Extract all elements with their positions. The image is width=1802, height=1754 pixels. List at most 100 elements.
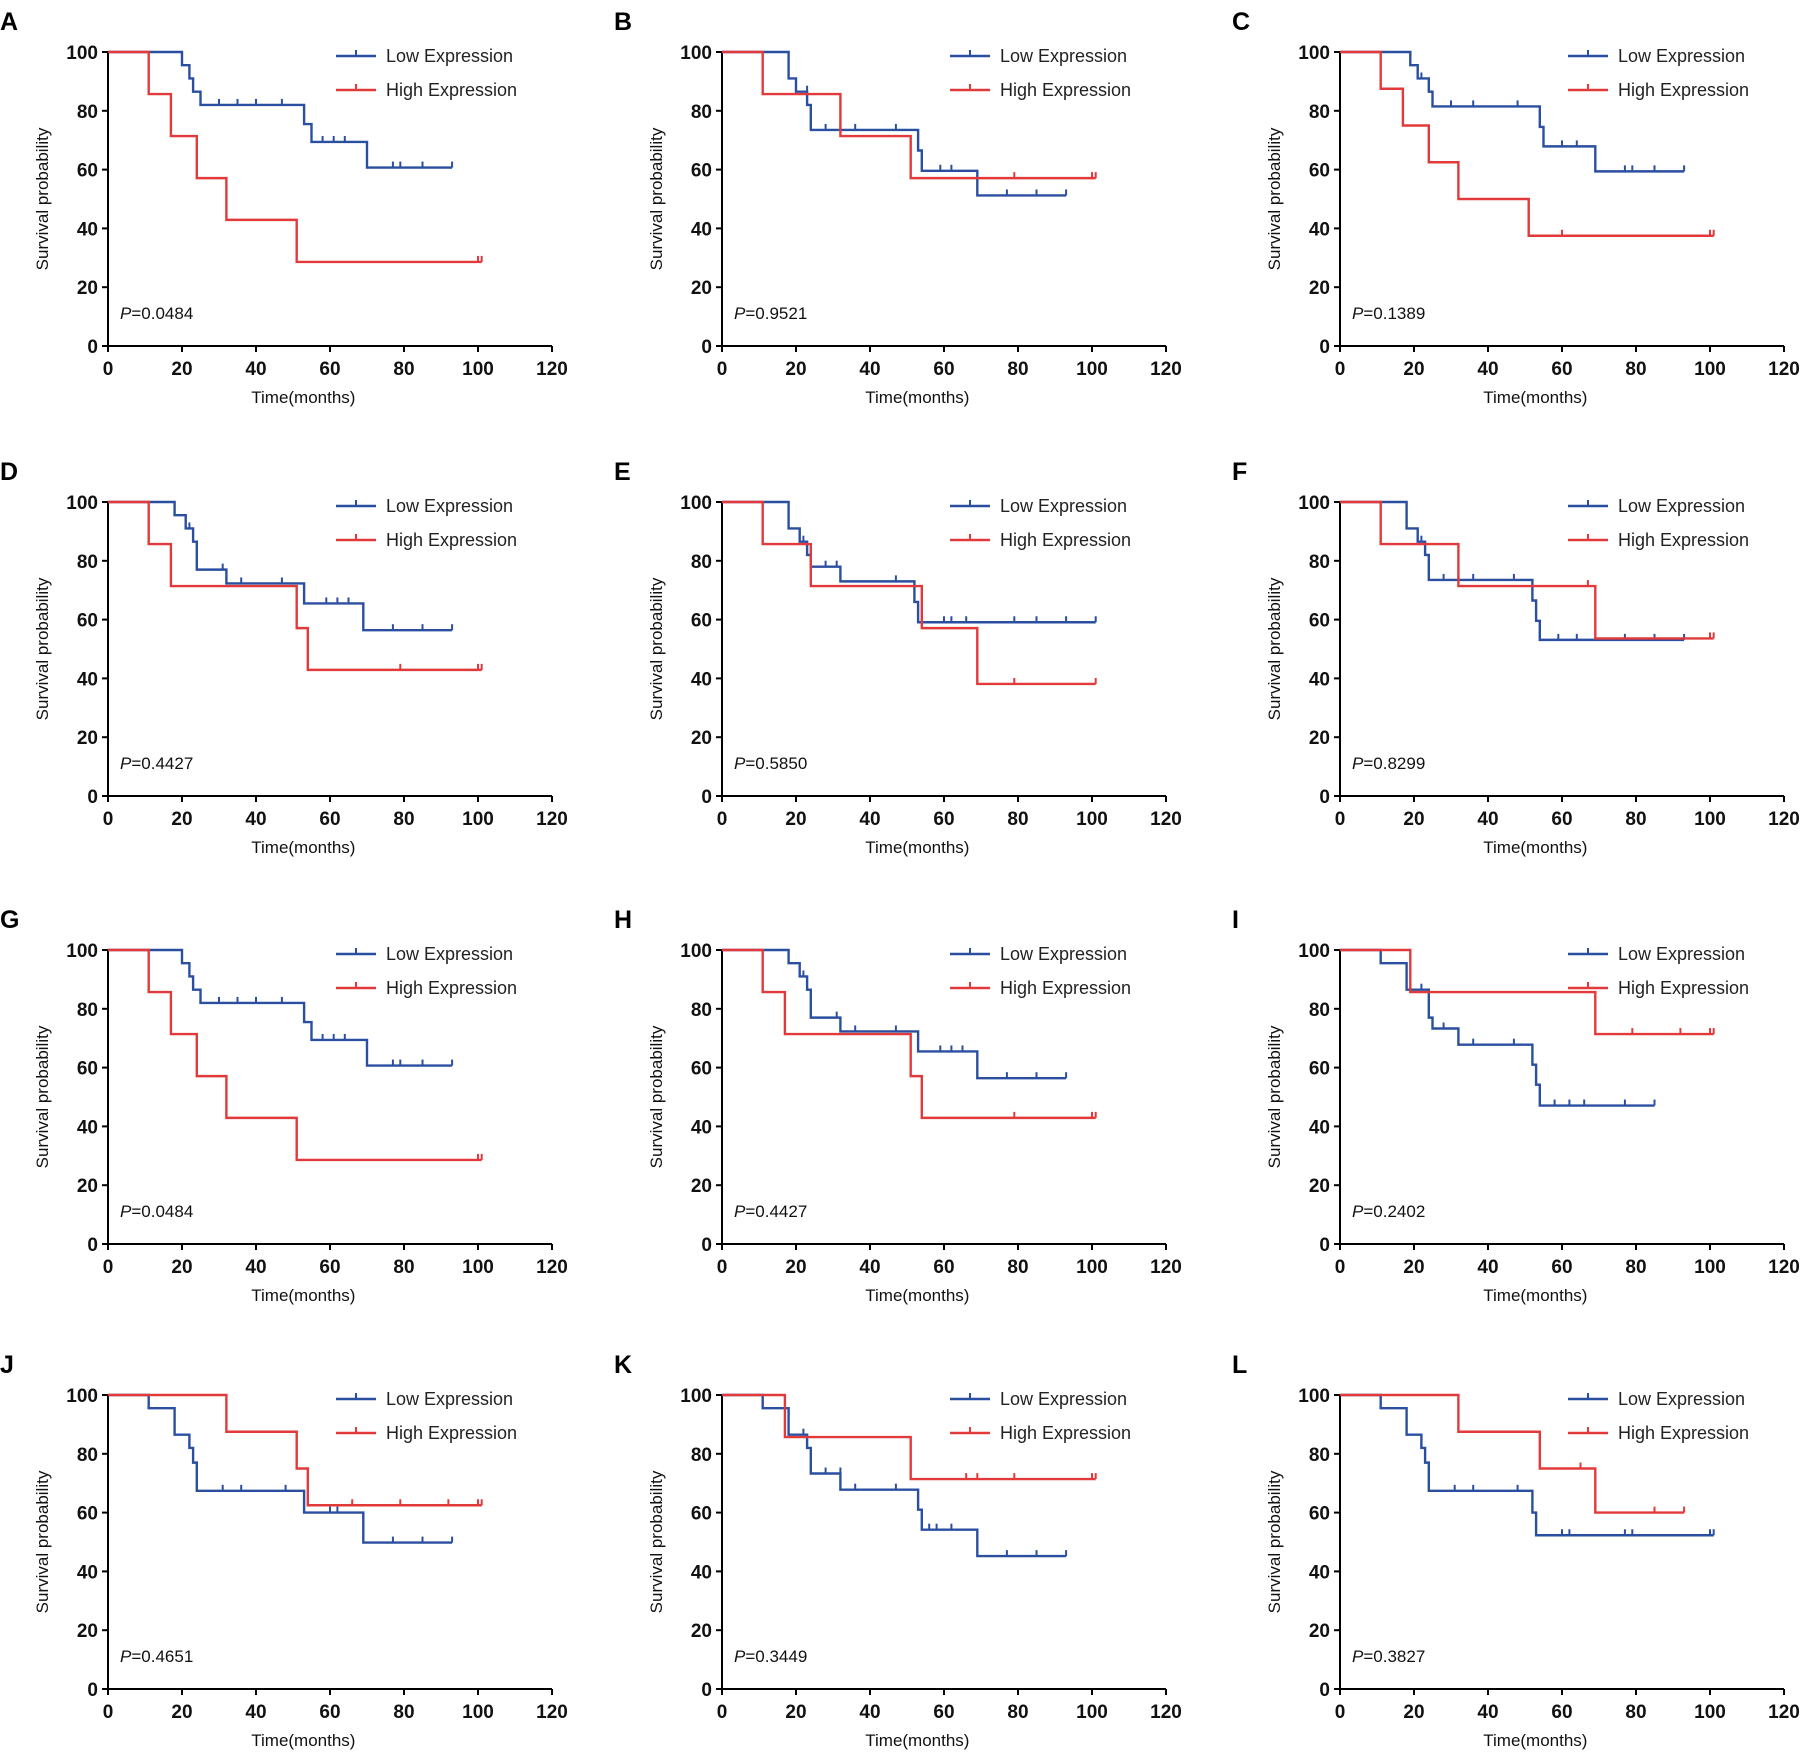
x-tick-label: 40	[245, 1702, 266, 1723]
p-value: =0.4427	[131, 754, 193, 773]
series-low-expression	[722, 500, 1097, 624]
x-tick-label: 120	[536, 809, 568, 830]
y-tick-label: 20	[77, 278, 98, 299]
x-tick-label: 40	[1477, 809, 1498, 830]
survival-curve-high	[722, 948, 1096, 1120]
series-low-expression	[1340, 1393, 1715, 1537]
legend-label-high: High Expression	[1618, 1423, 1749, 1443]
x-tick-label: 20	[1403, 359, 1424, 380]
legend-label-low: Low Expression	[386, 944, 513, 964]
survival-curve-low	[722, 1393, 1067, 1558]
x-tick-label: 80	[1007, 1257, 1028, 1278]
y-axis-title: Survival probability	[1265, 577, 1284, 720]
panel-label: E	[614, 458, 631, 486]
y-tick-label: 100	[1298, 1386, 1330, 1407]
x-tick-label: 100	[462, 809, 494, 830]
p-value: =0.2402	[1363, 1202, 1425, 1221]
series-high-expression	[108, 50, 483, 264]
series-low-expression	[108, 500, 454, 632]
y-tick-label: 60	[77, 1059, 98, 1080]
y-tick-label: 0	[1319, 1235, 1330, 1256]
legend-label-high: High Expression	[1618, 80, 1749, 100]
y-tick-label: 20	[1309, 1621, 1330, 1642]
y-tick-label: 40	[691, 1562, 712, 1583]
y-tick-label: 80	[691, 1445, 712, 1466]
y-tick-label: 20	[691, 1176, 712, 1197]
p-value: =0.3449	[745, 1647, 807, 1666]
x-tick-label: 120	[536, 359, 568, 380]
y-tick-label: 0	[701, 1680, 712, 1701]
legend-label-high: High Expression	[386, 1423, 517, 1443]
y-tick-label: 80	[77, 102, 98, 123]
p-symbol: P	[1352, 754, 1364, 773]
y-axis-title: Survival probability	[647, 127, 666, 270]
panel-k: K 0 20 40 60 80 100 0 20 40 60 80 100 120 Time(months)…	[614, 1351, 1182, 1750]
x-tick-label: 40	[859, 1257, 880, 1278]
y-tick-label: 40	[77, 1117, 98, 1138]
x-tick-label: 0	[717, 1257, 728, 1278]
y-axis-title: Survival probability	[33, 1470, 52, 1613]
survival-curve-low	[108, 500, 453, 632]
survival-curve-low	[722, 500, 1096, 624]
y-tick-label: 100	[66, 941, 98, 962]
panel-h: H 0 20 40 60 80 100 0 20 40 60 80 100 120 Time(months)…	[614, 906, 1182, 1305]
p-symbol: P	[1352, 1202, 1364, 1221]
x-tick-label: 60	[1551, 809, 1572, 830]
y-tick-label: 20	[77, 1621, 98, 1642]
legend-label-low: Low Expression	[1000, 46, 1127, 66]
survival-curve-high	[722, 1393, 1096, 1481]
p-value: =0.4427	[745, 1202, 807, 1221]
x-tick-label: 100	[1076, 1702, 1108, 1723]
y-tick-label: 40	[691, 219, 712, 240]
x-tick-label: 100	[1694, 1257, 1726, 1278]
panel-label: G	[0, 906, 19, 934]
legend-label-high: High Expression	[386, 530, 517, 550]
y-tick-label: 20	[1309, 278, 1330, 299]
y-tick-label: 40	[1309, 1117, 1330, 1138]
x-tick-label: 120	[1150, 809, 1182, 830]
x-tick-label: 0	[103, 1257, 114, 1278]
series-high-expression	[108, 1393, 483, 1507]
legend-label-high: High Expression	[1618, 530, 1749, 550]
y-axis-title: Survival probability	[1265, 1025, 1284, 1168]
p-value-label: P=0.0484	[120, 1202, 193, 1221]
x-tick-label: 0	[103, 1702, 114, 1723]
x-tick-label: 60	[1551, 1257, 1572, 1278]
x-tick-label: 60	[933, 1702, 954, 1723]
y-tick-label: 20	[691, 728, 712, 749]
x-tick-label: 60	[933, 359, 954, 380]
y-axis-title: Survival probability	[647, 1025, 666, 1168]
y-tick-label: 40	[1309, 1562, 1330, 1583]
x-tick-label: 120	[1768, 359, 1800, 380]
series-high-expression	[722, 1393, 1097, 1481]
x-tick-label: 100	[1694, 1702, 1726, 1723]
y-tick-label: 0	[701, 787, 712, 808]
y-tick-label: 100	[680, 1386, 712, 1407]
y-tick-label: 60	[77, 611, 98, 632]
x-tick-label: 60	[933, 1257, 954, 1278]
x-tick-label: 120	[536, 1702, 568, 1723]
x-axis-title: Time(months)	[1483, 1731, 1587, 1750]
series-low-expression	[108, 948, 454, 1067]
x-tick-label: 100	[1076, 809, 1108, 830]
y-tick-label: 0	[1319, 787, 1330, 808]
x-tick-label: 20	[785, 359, 806, 380]
p-value: =0.5850	[745, 754, 807, 773]
x-tick-label: 40	[859, 809, 880, 830]
y-tick-label: 60	[77, 1504, 98, 1525]
x-tick-label: 100	[1076, 359, 1108, 380]
p-value-label: P=0.3449	[734, 1647, 807, 1666]
p-symbol: P	[1352, 304, 1364, 323]
legend-label-low: Low Expression	[1618, 1389, 1745, 1409]
x-tick-label: 80	[393, 359, 414, 380]
x-tick-label: 80	[1007, 1702, 1028, 1723]
p-value: =0.8299	[1363, 754, 1425, 773]
x-tick-label: 60	[933, 809, 954, 830]
x-tick-label: 120	[536, 1257, 568, 1278]
panel-label: B	[614, 8, 632, 36]
x-tick-label: 100	[1076, 1257, 1108, 1278]
panel-label: C	[1232, 8, 1250, 36]
p-value: =0.9521	[745, 304, 807, 323]
series-low-expression	[108, 50, 454, 169]
